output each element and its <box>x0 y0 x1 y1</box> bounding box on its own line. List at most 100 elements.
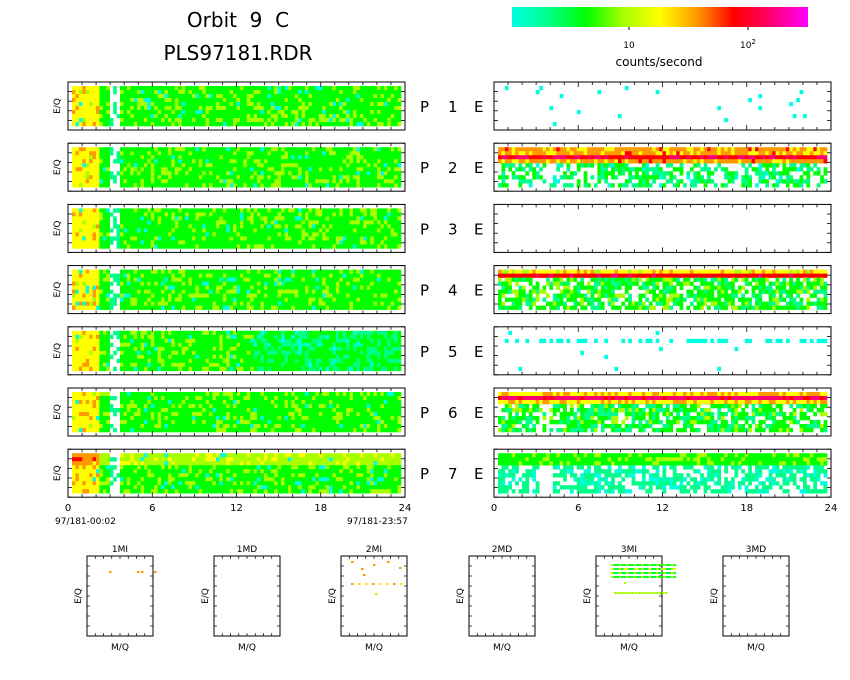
heat-cell <box>174 155 179 160</box>
heat-cell <box>511 273 516 278</box>
heat-cell <box>164 269 169 274</box>
heat-cell <box>137 273 141 278</box>
heat-cell <box>102 151 107 156</box>
heat-cell <box>150 179 155 184</box>
heat-cell <box>267 159 272 164</box>
heat-cell <box>215 94 220 99</box>
heat-cell <box>329 179 333 184</box>
heat-cell <box>188 208 193 213</box>
heat-cell <box>95 151 100 156</box>
heat-cell <box>322 110 326 115</box>
heat-cell <box>82 273 87 278</box>
heat-cell <box>174 147 179 152</box>
heat-cell <box>349 220 354 225</box>
heat-cell <box>335 305 340 310</box>
heat-cell <box>724 159 728 164</box>
heat-cell <box>78 159 83 164</box>
heat-cell <box>157 273 162 278</box>
heat-cell <box>185 240 189 245</box>
heat-cell <box>308 220 313 225</box>
heat-cell <box>387 106 392 111</box>
heat-cell <box>181 216 186 221</box>
heat-cell <box>253 301 258 306</box>
heat-cell <box>806 155 811 160</box>
heat-cell <box>318 289 323 294</box>
heat-cell <box>287 86 292 91</box>
heat-cell <box>154 305 158 310</box>
heat-cell <box>542 163 547 168</box>
heat-cell <box>377 155 381 160</box>
heat-cell <box>294 94 299 99</box>
heat-cell <box>373 118 378 123</box>
heat-cell <box>301 285 306 290</box>
heat-cell <box>294 106 299 111</box>
heat-cell <box>672 167 677 172</box>
heat-cell <box>243 305 248 310</box>
heat-cell <box>89 301 93 306</box>
heat-cell <box>263 244 268 249</box>
heat-cell <box>301 147 306 152</box>
heat-cell <box>215 244 220 249</box>
heat-cell <box>116 236 121 241</box>
heat-cell <box>387 175 392 180</box>
heat-cell <box>335 277 340 282</box>
heat-cell <box>291 98 296 103</box>
heat-cell <box>209 179 213 184</box>
heat-cell <box>521 159 526 164</box>
heat-cell <box>126 281 131 286</box>
heat-cell <box>226 183 230 188</box>
heat-cell <box>209 293 213 298</box>
heat-cell <box>373 269 378 274</box>
heat-cell <box>239 106 244 111</box>
heat-cell <box>652 159 656 164</box>
heat-cell <box>744 159 749 164</box>
heat-cell <box>161 179 165 184</box>
heat-cell <box>72 244 76 249</box>
heat-cell <box>270 305 275 310</box>
heat-cell <box>202 244 206 249</box>
heat-cell <box>126 155 131 160</box>
heat-cell <box>662 175 667 180</box>
heat-cell <box>102 86 107 91</box>
heat-cell <box>215 163 220 168</box>
heat-cell <box>260 106 265 111</box>
heat-cell <box>181 175 186 180</box>
heat-cell <box>226 220 230 225</box>
heat-cell <box>147 285 152 290</box>
heat-cell <box>82 114 87 119</box>
heat-cell <box>305 216 309 221</box>
heat-cell <box>325 277 330 282</box>
heat-cell <box>528 151 533 156</box>
heat-cell <box>95 216 100 221</box>
heat-cell <box>311 159 316 164</box>
heat-cell <box>270 106 275 111</box>
heat-cell <box>178 86 182 91</box>
heat-cell <box>154 224 158 229</box>
heat-cell <box>236 114 241 119</box>
heat-cell <box>549 159 554 164</box>
heat-cell <box>229 240 234 245</box>
heat-cell <box>209 285 213 290</box>
heat-cell <box>174 98 179 103</box>
heat-cell <box>782 155 787 160</box>
heat-cell <box>198 86 203 91</box>
heat-cell <box>315 220 320 225</box>
heat-cell <box>356 106 361 111</box>
heat-cell <box>89 175 93 180</box>
heat-cell <box>363 236 368 241</box>
heat-cell <box>181 220 186 225</box>
heat-cell <box>161 110 165 115</box>
heat-cell <box>277 171 282 176</box>
heat-cell <box>686 155 691 160</box>
heat-cell <box>260 277 265 282</box>
heat-cell <box>154 269 158 274</box>
heat-cell <box>236 301 241 306</box>
heat-cell <box>366 179 371 184</box>
heat-cell <box>782 179 787 184</box>
heat-cell <box>195 122 200 127</box>
heat-cell <box>215 122 220 127</box>
heat-cell <box>332 183 337 188</box>
heat-cell <box>239 155 244 160</box>
heat-cell <box>387 293 392 298</box>
heat-cell <box>394 183 398 188</box>
